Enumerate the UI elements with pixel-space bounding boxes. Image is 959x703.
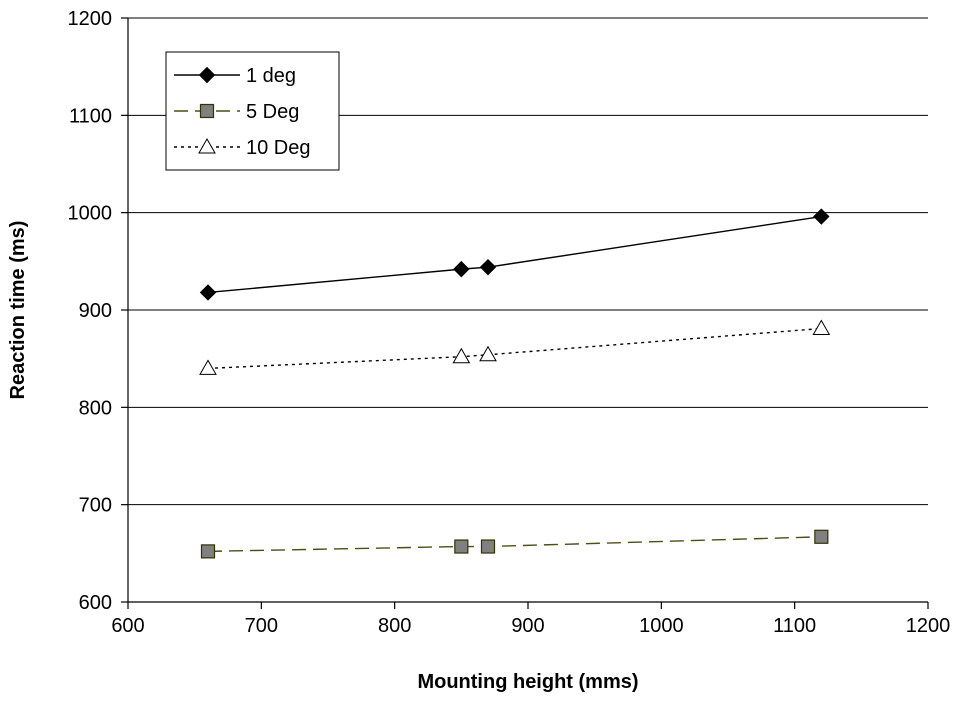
legend-item-1-deg: 1 deg [174,65,296,87]
y-axis-title: Reaction time (ms) [7,221,29,400]
series-line-5-deg [207,536,822,553]
series-line-1-deg [207,215,822,294]
data-point-1-deg-2 [479,258,497,276]
axes [121,17,929,609]
data-point-5-deg-2 [480,539,496,554]
legend-label-1-deg: 1 deg [246,65,296,87]
x-tick-label-2: 800 [378,615,411,637]
x-tick-label-5: 1100 [773,615,816,637]
series-layer [199,208,831,559]
tick-labels: 600 700 800 900 1000 1100 1200 600 700 800 900 1000… [68,8,951,637]
legend-box [165,51,340,171]
data-point-10-deg-3 [812,319,831,335]
data-point-10-deg-0 [199,359,217,375]
x-tick-label-1: 700 [245,615,278,637]
y-tick-label-2: 800 [79,397,112,419]
series-5-deg [200,529,829,559]
x-tick-label-4: 1000 [639,615,684,637]
data-point-10-deg-2 [479,345,497,362]
y-tick-label-4: 1000 [68,203,113,225]
series-1-deg [199,208,830,301]
legend-label-10-deg: 10 Deg [246,137,311,159]
legend-marker-5-deg [199,103,215,119]
data-point-1-deg-1 [453,260,470,278]
x-tick-label-6: 1200 [906,615,951,637]
y-tick-label-0: 600 [79,592,112,614]
legend-item-10-deg: 10 Deg [174,137,311,159]
x-tick-label-3: 900 [511,615,544,637]
legend-label-5-deg: 5 Deg [246,101,299,123]
legend-items: 1 deg 5 Deg 10 Deg [174,65,311,159]
legend-marker-1-deg [198,66,216,84]
data-point-1-deg-0 [199,284,217,301]
y-tick-label-3: 900 [79,300,112,322]
data-point-1-deg-3 [813,208,830,225]
data-point-10-deg-1 [452,347,471,364]
x-axis-title: Mounting height (mms) [417,671,638,693]
y-tick-label-5: 1100 [69,105,112,127]
x-tick-label-0: 600 [111,615,144,637]
data-point-5-deg-3 [814,529,829,544]
series-10-deg [199,319,831,375]
series-line-10-deg [207,327,822,370]
legend: 1 deg 5 Deg 10 Deg [165,51,340,171]
legend-item-5-deg: 5 Deg [174,101,299,123]
data-point-5-deg-0 [200,544,216,559]
legend-marker-10-deg [198,137,216,154]
data-point-5-deg-1 [454,539,469,554]
y-tick-label-6: 1200 [68,8,113,30]
y-tick-label-1: 700 [79,495,112,517]
